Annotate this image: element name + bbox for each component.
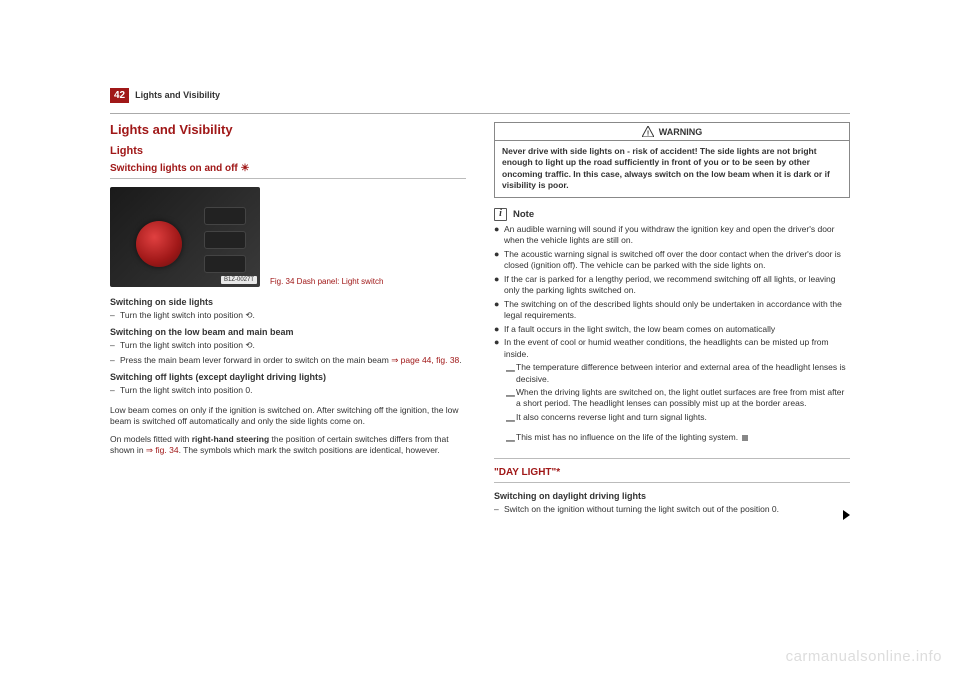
bullet-icon: ● xyxy=(494,299,504,322)
watermark: carmanualsonline.info xyxy=(786,648,942,665)
list-item: – Switch on the ignition without turning… xyxy=(494,504,850,515)
dash-icon: – xyxy=(506,412,516,430)
svg-text:!: ! xyxy=(647,131,649,138)
figure-tag: B1Z-0027T xyxy=(221,276,257,284)
list-item: – Turn the light switch into position ⟲. xyxy=(110,310,466,321)
section-rule xyxy=(494,482,850,483)
paragraph: Low beam comes on only if the ignition i… xyxy=(110,405,466,428)
bullet-icon: ● xyxy=(494,337,504,360)
step-heading: Switching on daylight driving lights xyxy=(494,491,850,501)
subsection-text: Switching lights on and off xyxy=(110,163,241,174)
figure-image: B1Z-0027T xyxy=(110,187,260,287)
sub-item: –It also concerns reverse light and turn… xyxy=(506,412,850,430)
light-switch-knob xyxy=(136,221,182,267)
list-item: – Turn the light switch into position 0. xyxy=(110,385,466,396)
page-ref-link[interactable]: ⇒ page 44, fig. 38 xyxy=(391,355,459,365)
step-heading: Switching on side lights xyxy=(110,297,466,307)
bullet-text: An audible warning will sound if you wit… xyxy=(504,224,850,247)
list-text: Press the main beam lever forward in ord… xyxy=(120,355,466,366)
running-head: Lights and Visibility xyxy=(135,90,220,100)
aux-button xyxy=(204,207,246,225)
content-columns: Lights and Visibility Lights Switching l… xyxy=(110,122,850,518)
sub-text-content: This mist has no influence on the life o… xyxy=(516,432,738,442)
text-part: . xyxy=(459,355,461,365)
sub-text: The temperature difference between inter… xyxy=(516,362,850,385)
dash-icon: – xyxy=(110,385,120,396)
chapter-title: Lights and Visibility xyxy=(110,122,466,137)
dash-icon: – xyxy=(110,310,120,321)
sub-text: When the driving lights are switched on,… xyxy=(516,387,850,410)
step-heading: Switching on the low beam and main beam xyxy=(110,327,466,337)
note-header: Note xyxy=(494,208,850,221)
bullet-icon: ● xyxy=(494,324,504,335)
bullet-icon: ● xyxy=(494,274,504,297)
bullet-item: ●The switching on of the described light… xyxy=(494,299,850,322)
subsection-title: Switching lights on and off ☀ xyxy=(110,163,466,174)
dash-icon: – xyxy=(110,355,120,366)
light-icon: ☀ xyxy=(241,163,250,174)
dash-icon: – xyxy=(494,504,504,515)
aux-button xyxy=(204,255,246,273)
bullet-icon: ● xyxy=(494,249,504,272)
bullet-text: The acoustic warning signal is switched … xyxy=(504,249,850,272)
info-icon xyxy=(494,208,507,221)
warning-icon: ! xyxy=(642,126,654,137)
dash-icon: – xyxy=(506,387,516,410)
list-text: Turn the light switch into position 0. xyxy=(120,385,466,396)
aux-button xyxy=(204,231,246,249)
bullet-item: ●In the event of cool or humid weather c… xyxy=(494,337,850,360)
sub-item: –The temperature difference between inte… xyxy=(506,362,850,385)
end-mark-icon xyxy=(742,435,748,441)
text-part: On models fitted with xyxy=(110,434,192,444)
text-part: Press the main beam lever forward in ord… xyxy=(120,355,391,365)
list-text: Turn the light switch into position ⟲. xyxy=(120,310,466,321)
dash-icon: – xyxy=(506,362,516,385)
step-heading: Switching off lights (except daylight dr… xyxy=(110,372,466,382)
bullet-item: ●If a fault occurs in the light switch, … xyxy=(494,324,850,335)
list-item: – Turn the light switch into position ⟲. xyxy=(110,340,466,351)
section-rule xyxy=(110,178,466,179)
note-title: Note xyxy=(513,209,534,220)
fig-ref-link[interactable]: ⇒ fig. 34 xyxy=(146,445,179,455)
bullet-text: If a fault occurs in the light switch, t… xyxy=(504,324,850,335)
dash-icon: – xyxy=(110,340,120,351)
sub-item: –This mist has no influence on the life … xyxy=(506,432,850,450)
warning-box: ! WARNING Never drive with side lights o… xyxy=(494,122,850,198)
bullet-text: If the car is parked for a lengthy perio… xyxy=(504,274,850,297)
bullet-item: ●An audible warning will sound if you wi… xyxy=(494,224,850,247)
warning-title: WARNING xyxy=(659,127,703,137)
bullet-text: The switching on of the described lights… xyxy=(504,299,850,322)
subsection-title: "DAY LIGHT"* xyxy=(494,467,850,478)
sub-text: It also concerns reverse light and turn … xyxy=(516,412,850,430)
bullet-item: ●The acoustic warning signal is switched… xyxy=(494,249,850,272)
list-text: Turn the light switch into position ⟲. xyxy=(120,340,466,351)
figure-caption: Fig. 34 Dash panel: Light switch xyxy=(270,277,383,287)
list-item: – Press the main beam lever forward in o… xyxy=(110,355,466,366)
text-part: . The symbols which mark the switch posi… xyxy=(179,445,440,455)
list-text: Switch on the ignition without turning t… xyxy=(504,504,850,515)
paragraph: On models fitted with right-hand steerin… xyxy=(110,434,466,457)
manual-page: 42 Lights and Visibility Lights and Visi… xyxy=(110,88,850,518)
left-column: Lights and Visibility Lights Switching l… xyxy=(110,122,466,518)
section-rule xyxy=(494,458,850,459)
page-number: 42 xyxy=(110,88,129,103)
header-rule xyxy=(110,113,850,114)
bullet-text: In the event of cool or humid weather co… xyxy=(504,337,850,360)
warning-header: ! WARNING xyxy=(495,123,849,141)
right-column: ! WARNING Never drive with side lights o… xyxy=(494,122,850,518)
sub-item: –When the driving lights are switched on… xyxy=(506,387,850,410)
sub-text: This mist has no influence on the life o… xyxy=(516,432,850,450)
section-title: Lights xyxy=(110,145,466,157)
bold-text: right-hand steering xyxy=(192,434,269,444)
bullet-icon: ● xyxy=(494,224,504,247)
page-header: 42 Lights and Visibility xyxy=(110,88,850,103)
bullet-item: ●If the car is parked for a lengthy peri… xyxy=(494,274,850,297)
aux-buttons xyxy=(204,207,246,273)
warning-body: Never drive with side lights on - risk o… xyxy=(495,141,849,197)
dash-icon: – xyxy=(506,432,516,450)
figure-row: B1Z-0027T Fig. 34 Dash panel: Light swit… xyxy=(110,187,466,287)
continue-arrow-icon xyxy=(843,510,850,520)
